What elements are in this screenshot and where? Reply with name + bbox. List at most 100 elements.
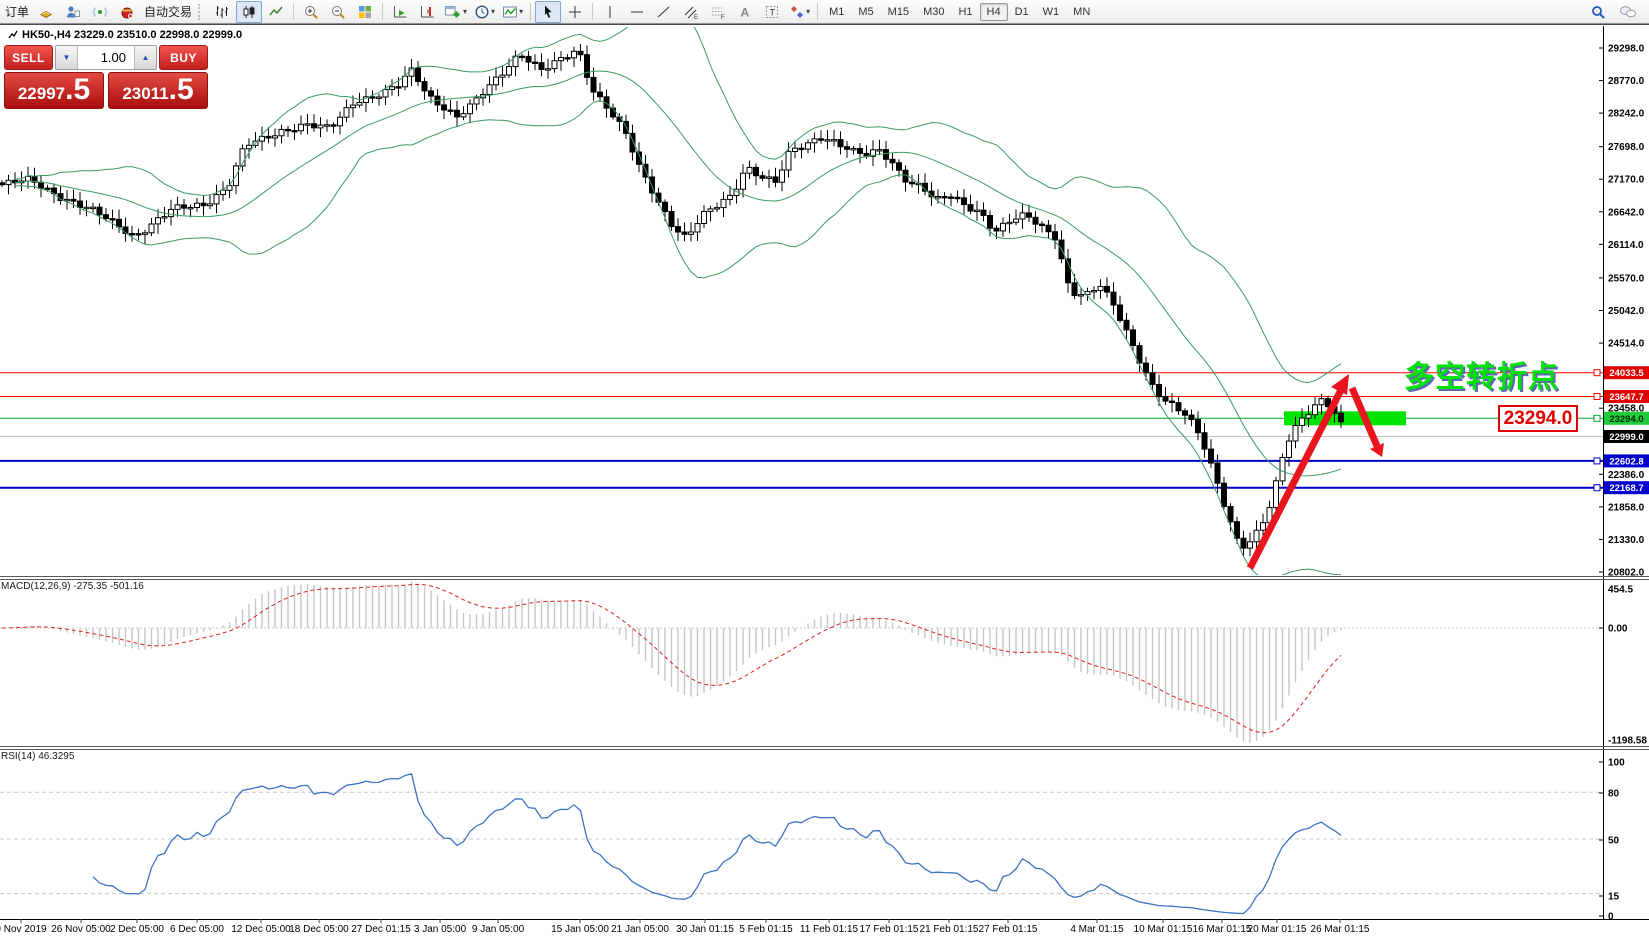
svg-text:23294.0: 23294.0	[1609, 414, 1643, 425]
fibonacci-icon[interactable]: F	[705, 1, 731, 23]
vertical-line-icon[interactable]	[597, 1, 623, 23]
timeframe-h1[interactable]: H1	[958, 5, 973, 18]
svg-text:16 Mar 01:15: 16 Mar 01:15	[1193, 924, 1252, 935]
zoom-in-icon[interactable]	[298, 1, 324, 23]
svg-text:26 Nov 05:00: 26 Nov 05:00	[51, 924, 111, 935]
svg-text:27698.0: 27698.0	[1608, 142, 1645, 153]
timeframe-h4[interactable]: H4	[979, 2, 1008, 21]
chart-window-icon	[8, 30, 18, 39]
volume-input[interactable]: 1.00	[78, 46, 134, 69]
tile-windows-icon[interactable]	[352, 1, 378, 23]
volume-increase-button[interactable]: ▲	[134, 46, 156, 69]
toolbar-separator	[293, 3, 295, 20]
svg-text:18 Dec 05:00: 18 Dec 05:00	[289, 924, 349, 935]
one-click-trading-panel: SELL ▼ 1.00 ▲ BUY 22997 .5 23011 .5	[4, 45, 208, 109]
chart-shift-icon[interactable]	[414, 1, 440, 23]
svg-text:28770.0: 28770.0	[1608, 76, 1645, 87]
svg-text:27170.0: 27170.0	[1608, 175, 1645, 186]
gold-ingot-icon[interactable]	[33, 1, 59, 23]
buy-button[interactable]: BUY	[159, 45, 208, 70]
svg-text:0.00: 0.00	[1608, 624, 1628, 635]
sell-price-main: 22997	[17, 84, 66, 103]
timeframe-m1[interactable]: M1	[829, 5, 845, 18]
toolbar-separator	[382, 3, 384, 20]
svg-text:22386.0: 22386.0	[1608, 470, 1645, 481]
buy-price-panel[interactable]: 23011 .5	[108, 72, 208, 109]
timeframe-d1[interactable]: D1	[1014, 5, 1029, 18]
signal-icon[interactable]	[87, 1, 113, 23]
autotrade-icon[interactable]	[114, 1, 140, 23]
price-level-label[interactable]: 23294.0	[1498, 405, 1578, 432]
timeframe-mn[interactable]: MN	[1073, 5, 1091, 18]
svg-text:24033.5: 24033.5	[1609, 368, 1644, 379]
buy-price-frac: .5	[168, 73, 194, 106]
svg-text:10 Mar 01:15: 10 Mar 01:15	[1134, 924, 1193, 935]
macd-histogram	[7, 582, 1342, 743]
svg-text:29298.0: 29298.0	[1608, 44, 1645, 55]
svg-text:A: A	[741, 5, 750, 19]
account-user-icon[interactable]	[60, 1, 86, 23]
candlesticks	[0, 44, 1344, 557]
svg-text:5 Feb 01:15: 5 Feb 01:15	[739, 924, 793, 935]
svg-text:21 Jan 05:00: 21 Jan 05:00	[611, 924, 669, 935]
timeframe-m15[interactable]: M15	[887, 5, 910, 18]
arrows-tool-icon[interactable]: ▾	[786, 1, 813, 23]
candlestick-mode-icon[interactable]	[236, 0, 263, 23]
svg-text:0: 0	[1608, 912, 1614, 923]
svg-text:22602.8: 22602.8	[1609, 456, 1643, 467]
svg-text:21 Feb 01:15: 21 Feb 01:15	[920, 924, 979, 935]
bollinger-bands	[14, 27, 1342, 575]
rsi-label: RSI(14) 46.3295	[1, 751, 75, 762]
volume-spinner: ▼ 1.00 ▲	[55, 45, 157, 70]
macd-signal-line	[1, 583, 1342, 734]
svg-text:20 Mar 01:15: 20 Mar 01:15	[1248, 924, 1307, 935]
trendline-icon[interactable]	[651, 1, 677, 23]
zoom-out-icon[interactable]	[325, 1, 351, 23]
equidistant-channel-icon[interactable]: E	[678, 1, 704, 23]
symbol-info: HK50-,H4 23229.0 23510.0 22998.0 22999.0	[8, 29, 242, 41]
search-icon[interactable]	[1585, 1, 1611, 23]
cursor-icon[interactable]	[535, 0, 562, 23]
svg-text:15: 15	[1608, 892, 1620, 903]
autotrade-button[interactable]: 自动交易	[144, 5, 193, 19]
line-chart-mode-icon[interactable]	[263, 1, 289, 23]
bar-chart-mode-icon[interactable]	[209, 1, 235, 23]
periodicity-icon[interactable]: ▾	[471, 1, 498, 23]
svg-text:27 Dec 01:15: 27 Dec 01:15	[351, 924, 411, 935]
text-label-icon[interactable]: T	[759, 1, 785, 23]
volume-decrease-button[interactable]: ▼	[56, 46, 78, 69]
trend-arrows	[1246, 374, 1384, 570]
indicators-icon[interactable]: ▾	[499, 1, 526, 23]
svg-text:E: E	[694, 15, 698, 20]
svg-text:25042.0: 25042.0	[1608, 306, 1645, 317]
toolbar-separator	[592, 3, 594, 20]
svg-text:80: 80	[1608, 789, 1620, 800]
auto-scroll-icon[interactable]	[387, 1, 413, 23]
svg-text:-1198.58: -1198.58	[1608, 736, 1647, 747]
sell-price-panel[interactable]: 22997 .5	[4, 72, 104, 109]
timeframe-m30[interactable]: M30	[923, 5, 945, 18]
svg-text:21330.0: 21330.0	[1608, 535, 1645, 546]
text-icon[interactable]: A	[732, 1, 758, 23]
new-order-button[interactable]: 订单	[5, 5, 30, 19]
main-price-panel	[0, 27, 1603, 575]
svg-text:100: 100	[1608, 758, 1625, 769]
svg-text:20802.0: 20802.0	[1608, 568, 1645, 579]
sell-price-frac: .5	[65, 73, 91, 106]
sell-button[interactable]: SELL	[4, 45, 53, 70]
timeframe-m5[interactable]: M5	[858, 5, 874, 18]
chat-icon[interactable]	[1615, 1, 1641, 23]
svg-text:30 Jan 01:15: 30 Jan 01:15	[676, 924, 734, 935]
horizontal-line-icon[interactable]	[624, 1, 650, 23]
svg-text:15 Jan 05:00: 15 Jan 05:00	[551, 924, 609, 935]
svg-text:0 Nov 2019: 0 Nov 2019	[0, 924, 47, 935]
toolbar-grip	[198, 3, 205, 20]
rsi-line	[92, 772, 1342, 915]
buy-price-main: 23011	[122, 84, 169, 103]
timeframe-w1[interactable]: W1	[1042, 5, 1060, 18]
crosshair-icon[interactable]	[562, 1, 588, 23]
rsi-panel	[0, 772, 1603, 915]
svg-text:23458.0: 23458.0	[1608, 404, 1645, 415]
new-chart-icon[interactable]: ▾	[441, 1, 470, 23]
